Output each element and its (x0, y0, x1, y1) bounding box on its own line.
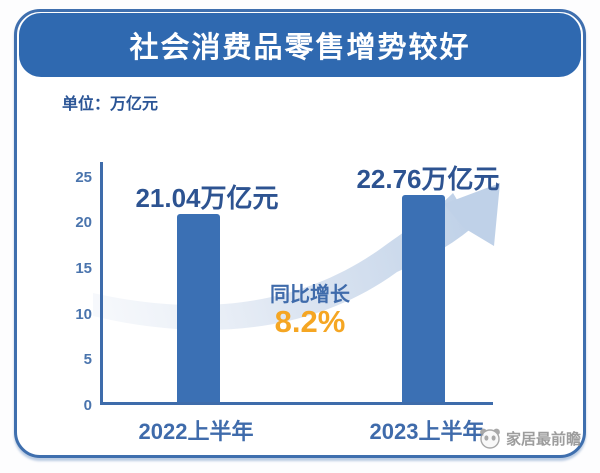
bar-2023 (402, 195, 445, 402)
category-label-2023: 2023上半年 (369, 419, 485, 444)
y-tick-15: 15 (75, 260, 92, 277)
swoosh-band (93, 193, 473, 330)
growth-annotation-label: 同比增长 (270, 284, 350, 306)
panda-logo-icon (480, 428, 500, 449)
category-label-2022: 2022上半年 (138, 419, 254, 444)
bar-value-2023: 22.76万亿元 (356, 164, 500, 194)
growth-annotation-value: 8.2% (274, 304, 346, 339)
x-axis-line (100, 402, 493, 405)
y-axis-line (100, 162, 103, 405)
unit-label: 单位：万亿元 (62, 96, 159, 113)
y-tick-10: 10 (75, 306, 92, 323)
arrowhead-icon (444, 183, 500, 246)
y-tick-25: 25 (75, 169, 92, 186)
bar-value-2022: 21.04万亿元 (135, 183, 279, 213)
header-banner: 社会消费品零售增势较好 (19, 13, 581, 77)
page-title: 社会消费品零售增势较好 (129, 32, 471, 64)
watermark-text: 家居最前瞻 (505, 430, 581, 448)
bar-2022 (177, 214, 220, 402)
card: 社会消费品零售增势较好 单位：万亿元 25 20 15 10 5 0 (14, 9, 586, 458)
growth-arrow-swoosh (93, 183, 500, 330)
y-tick-0: 0 (83, 397, 92, 414)
watermark: 家居最前瞻 (478, 427, 581, 449)
y-tick-5: 5 (83, 351, 92, 368)
y-tick-20: 20 (75, 214, 92, 231)
